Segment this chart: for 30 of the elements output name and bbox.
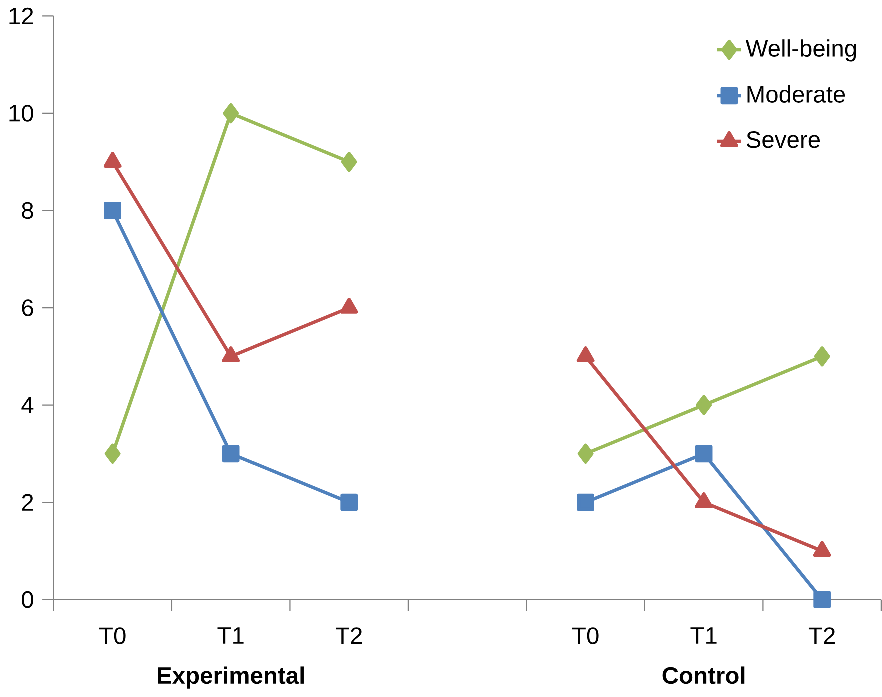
x-tick-label: T0: [100, 628, 126, 645]
point: [222, 445, 240, 463]
point: [104, 202, 122, 220]
x-tick-label: T2: [808, 628, 835, 644]
y-tick-label: 10: [10, 105, 34, 122]
x-tick-label: T0: [572, 628, 599, 645]
point: [577, 494, 594, 512]
point: [695, 445, 713, 463]
y-tick-label: 0: [22, 592, 34, 608]
y-tick-label: 12: [10, 8, 34, 25]
y-tick-label: 6: [22, 300, 34, 317]
x-tick-label: T1: [218, 628, 244, 644]
point: [814, 346, 830, 367]
point: [341, 152, 358, 172]
y-tick-label: 8: [22, 202, 34, 220]
x-tick-label: T1: [690, 628, 717, 644]
x-tick-label: T2: [336, 628, 362, 644]
legend-label: Moderate: [748, 86, 846, 104]
y-tick-label: 4: [22, 397, 34, 414]
text: Control: [662, 666, 745, 684]
point: [223, 104, 240, 124]
point: [340, 494, 358, 512]
point: [696, 395, 712, 416]
point: [104, 444, 121, 464]
point: [578, 444, 594, 464]
legend-label: Well-being: [746, 40, 856, 62]
text: Experimental: [158, 666, 304, 689]
y-tick-label: 2: [22, 494, 34, 511]
legend-label: Severe: [746, 132, 820, 148]
point: [814, 591, 831, 609]
